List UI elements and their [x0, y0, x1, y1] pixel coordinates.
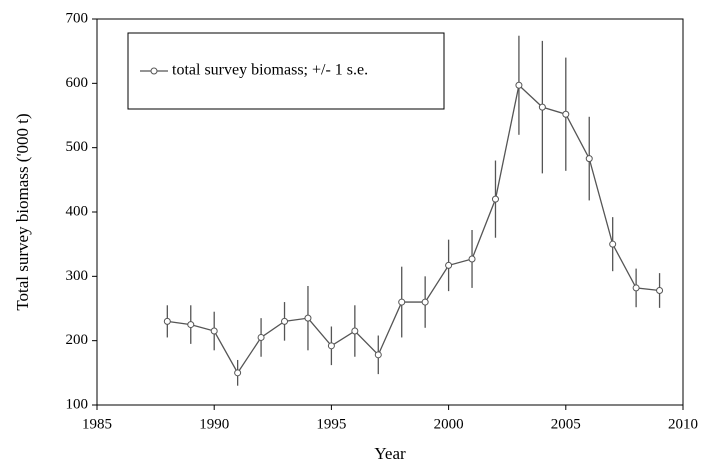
legend-label: total survey biomass; +/- 1 s.e.: [172, 62, 368, 79]
y-tick-label: 400: [66, 203, 89, 219]
data-point: [187, 321, 195, 329]
y-axis-label: Total survey biomass ('000 t): [13, 113, 32, 310]
legend-box: [127, 32, 445, 110]
x-tick-label: 1985: [82, 416, 112, 432]
data-point: [304, 314, 312, 322]
data-point: [491, 195, 499, 203]
x-tick-label: 2005: [551, 416, 581, 432]
y-tick-label: 200: [66, 332, 89, 348]
data-point: [421, 298, 429, 306]
data-point: [562, 110, 570, 118]
x-tick-label: 1990: [199, 416, 229, 432]
y-tick-label: 100: [66, 396, 89, 412]
data-point: [210, 327, 218, 335]
data-point: [327, 342, 335, 350]
x-tick-label: 1995: [316, 416, 346, 432]
x-tick-label: 2010: [668, 416, 698, 432]
y-tick-label: 500: [66, 139, 89, 155]
y-tick-label: 700: [66, 10, 89, 26]
data-point: [632, 284, 640, 292]
data-point: [445, 261, 453, 269]
data-point: [281, 317, 289, 325]
x-axis-label: Year: [374, 444, 406, 463]
data-point: [585, 155, 593, 163]
data-point: [515, 81, 523, 89]
series-line: [167, 83, 660, 375]
data-point: [351, 327, 359, 335]
y-tick-label: 600: [66, 75, 89, 91]
x-tick-label: 2000: [434, 416, 464, 432]
legend-marker: [150, 67, 158, 75]
data-point: [374, 351, 382, 359]
data-point: [257, 333, 265, 341]
data-point: [398, 298, 406, 306]
data-point: [468, 255, 476, 263]
y-tick-label: 300: [66, 268, 89, 284]
data-point: [234, 369, 242, 377]
data-point: [163, 317, 171, 325]
data-point: [609, 240, 617, 248]
data-point: [656, 286, 664, 294]
data-point: [538, 103, 546, 111]
